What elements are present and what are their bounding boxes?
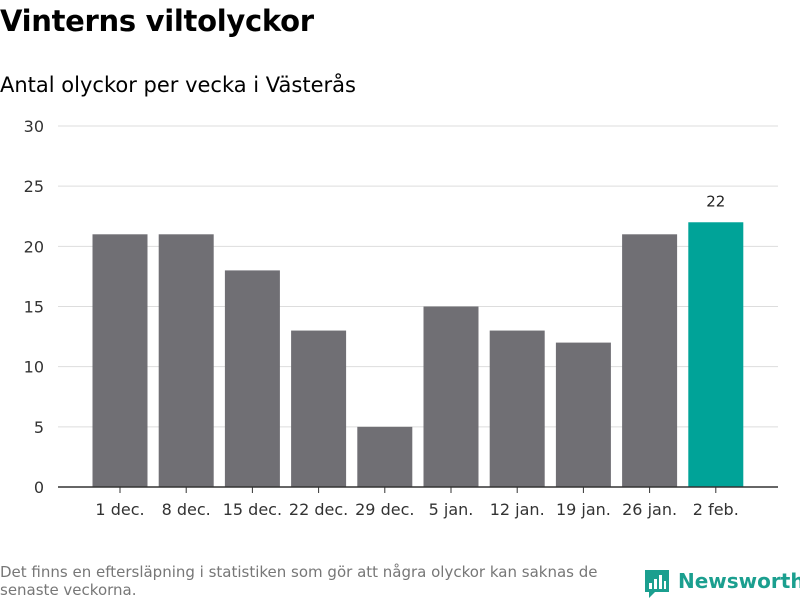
newsworthy-logo-text: Newsworthy	[678, 569, 800, 593]
x-tick-label: 15 dec.	[223, 500, 282, 519]
x-tick-label: 5 jan.	[429, 500, 474, 519]
bar	[224, 270, 280, 487]
bar	[489, 330, 545, 487]
data-labels: 22	[706, 192, 725, 210]
bar	[688, 222, 744, 487]
y-tick-label: 25	[24, 177, 44, 196]
newsworthy-logo-icon	[645, 570, 669, 598]
x-tick-label: 29 dec.	[355, 500, 414, 519]
chart-title: Vinterns viltolyckor	[0, 4, 314, 38]
data-label: 22	[706, 192, 725, 210]
x-tick-label: 8 dec.	[162, 500, 211, 519]
bar	[622, 234, 678, 487]
y-tick-label: 5	[34, 418, 44, 437]
y-tick-label: 10	[24, 358, 44, 377]
bars	[92, 222, 744, 487]
footer-note: Det finns en eftersläpning i statistiken…	[0, 563, 598, 599]
chart-subtitle: Antal olyckor per vecka i Västerås	[0, 73, 356, 97]
bar	[555, 342, 611, 487]
y-tick-label: 15	[24, 298, 44, 317]
x-axis: 1 dec. 8 dec. 15 dec. 22 dec. 29 dec. 5 jan. 1…	[58, 486, 778, 519]
x-tick-label: 26 jan.	[622, 500, 677, 519]
x-tick-label: 12 jan.	[490, 500, 545, 519]
x-tick-label: 2 feb.	[693, 500, 739, 519]
newsworthy-logo[interactable]: Newsworthy	[645, 568, 800, 598]
x-tick-label: 22 dec.	[289, 500, 348, 519]
y-axis-ticks: 0 5 10 15 20 25 30	[24, 117, 44, 497]
bar	[423, 306, 479, 487]
bar	[291, 330, 347, 487]
y-tick-label: 30	[24, 117, 44, 136]
y-tick-label: 0	[34, 478, 44, 497]
bar	[92, 234, 148, 487]
bar	[357, 426, 413, 487]
x-tick-label: 19 jan.	[556, 500, 611, 519]
bar	[158, 234, 214, 487]
y-tick-label: 20	[24, 237, 44, 256]
x-tick-label: 1 dec.	[95, 500, 144, 519]
